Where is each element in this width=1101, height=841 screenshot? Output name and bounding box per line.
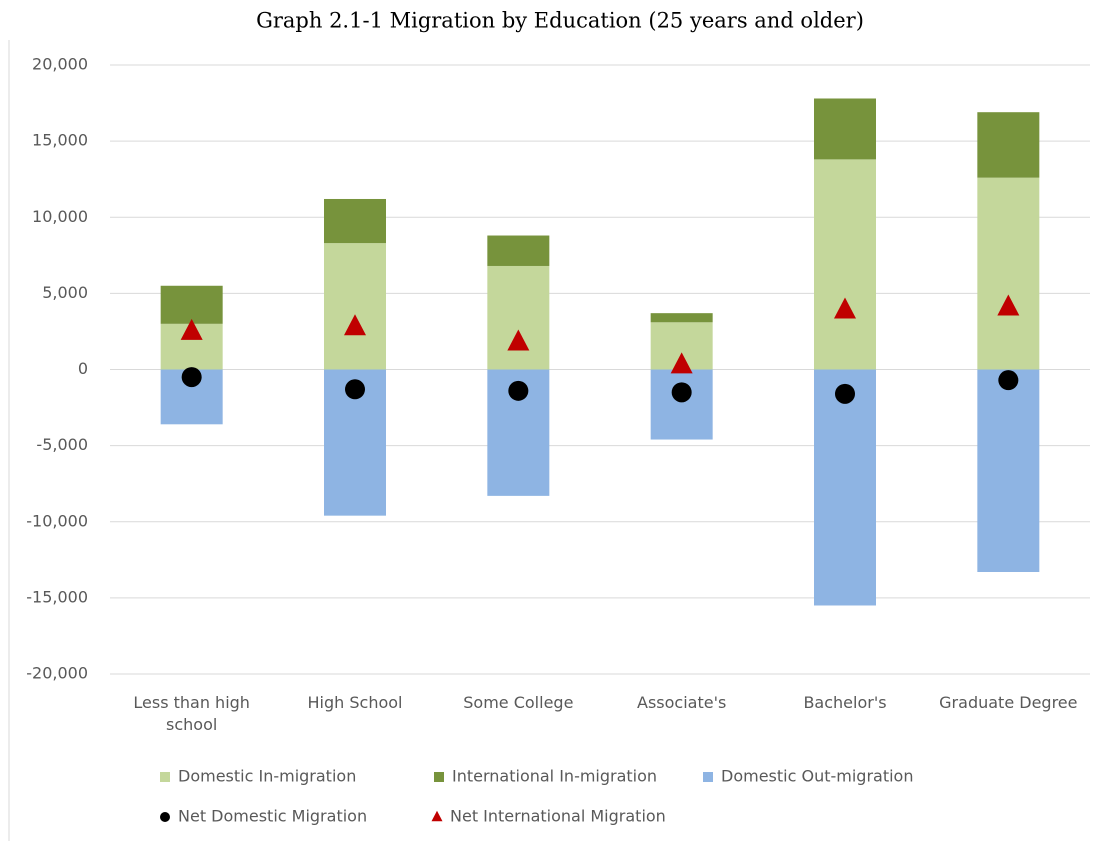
bar-segment (487, 235, 550, 266)
point (835, 383, 855, 404)
bar-segment (977, 177, 1040, 370)
point (670, 352, 693, 374)
point (508, 380, 529, 401)
bar-segment (160, 285, 223, 324)
bar-segment (814, 98, 876, 160)
bar-segment (814, 369, 876, 606)
y-tick-label: -10,000 (26, 511, 88, 530)
point (181, 367, 202, 388)
bar-segment (977, 112, 1040, 178)
legend-label: Net International Migration (450, 807, 666, 826)
y-tick-label: -5,000 (36, 435, 88, 454)
y-tick-label: 15,000 (32, 131, 88, 150)
bar-segment (977, 369, 1040, 572)
legend-swatch (160, 812, 170, 822)
legend-label: Domestic In-migration (178, 767, 356, 786)
bar-segment (650, 369, 713, 440)
legend-swatch (434, 772, 444, 782)
point (507, 329, 530, 351)
x-tick-label: Less than high school (133, 693, 250, 734)
x-tick-label: Associate's (637, 693, 727, 712)
bar-segment (814, 159, 876, 370)
y-tick-label: 5,000 (42, 283, 88, 302)
x-tick-label: High School (307, 693, 403, 712)
bar-segment (324, 243, 386, 370)
y-tick-label: -15,000 (26, 587, 88, 606)
bar-segment (650, 313, 713, 323)
chart-title: Graph 2.1-1 Migration by Education (25 y… (256, 9, 864, 33)
x-tick-label: Bachelor's (803, 693, 887, 712)
legend-swatch (703, 772, 713, 782)
legend-swatch (431, 810, 443, 822)
y-tick-label: 0 (78, 359, 88, 378)
y-tick-label: 20,000 (32, 55, 88, 74)
x-tick-label: Graduate Degree (939, 693, 1078, 712)
x-tick-label: Some College (463, 693, 574, 712)
y-tick-label: -20,000 (26, 664, 88, 683)
point (344, 314, 366, 336)
legend-label: Domestic Out-migration (721, 767, 913, 786)
point (998, 370, 1019, 391)
legend-swatch (160, 772, 170, 782)
bar-segment (324, 198, 386, 244)
point (834, 297, 856, 319)
point (997, 294, 1020, 316)
point (345, 379, 365, 400)
point (180, 318, 203, 340)
bar-segment (487, 265, 550, 370)
y-tick-label: 10,000 (32, 207, 88, 226)
legend-label: International In-migration (452, 767, 657, 786)
point (671, 382, 692, 403)
legend-label: Net Domestic Migration (178, 807, 367, 826)
